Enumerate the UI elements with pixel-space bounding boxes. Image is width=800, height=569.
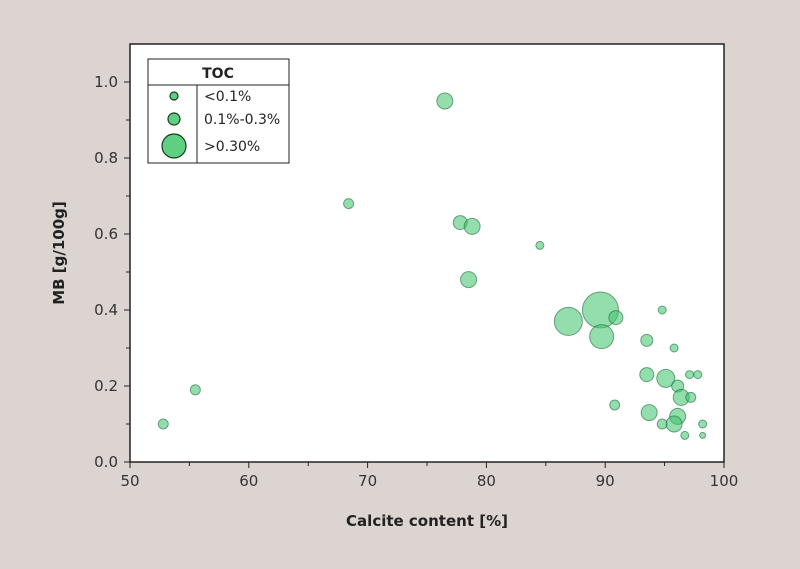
data-point (436, 92, 454, 110)
x-tick-label: 60 (239, 472, 258, 490)
data-point (535, 240, 545, 250)
x-tick-label: 80 (477, 472, 496, 490)
data-point (639, 367, 655, 383)
data-points (157, 92, 708, 440)
x-axis-label: Calcite content [%] (346, 512, 508, 530)
data-point (589, 324, 615, 350)
data-point (657, 305, 667, 315)
y-tick-label: 0.6 (94, 225, 118, 243)
data-point (463, 217, 481, 235)
legend-label: 0.1%-0.3% (204, 112, 280, 128)
data-point (608, 310, 624, 326)
y-tick-label: 1.0 (94, 73, 118, 91)
legend: TOC <0.1% 0.1%-0.3% >0.30% (147, 58, 290, 164)
legend-label: <0.1% (204, 89, 251, 105)
legend-title: TOC (202, 66, 234, 82)
data-point (669, 343, 679, 353)
y-axis-label: MB [g/100g] (50, 201, 68, 305)
data-point (460, 271, 478, 289)
data-point (609, 399, 621, 411)
y-tick-label: 0.0 (94, 453, 118, 471)
x-tick-label: 100 (710, 472, 739, 490)
data-point (680, 430, 690, 440)
data-point (685, 391, 697, 403)
x-tick-label: 70 (358, 472, 377, 490)
data-point (685, 370, 695, 380)
data-point (698, 419, 708, 429)
data-point (157, 418, 169, 430)
data-point (699, 431, 707, 439)
legend-label: >0.30% (204, 139, 260, 155)
data-point (640, 404, 658, 422)
legend-marker (169, 91, 179, 101)
y-axis: 0.0 0.2 0.4 0.6 0.8 1.0 (94, 73, 130, 471)
y-tick-label: 0.4 (94, 301, 118, 319)
data-point (693, 370, 703, 380)
y-tick-label: 0.2 (94, 377, 118, 395)
data-point (665, 415, 683, 433)
y-tick-label: 0.8 (94, 149, 118, 167)
x-tick-label: 90 (596, 472, 615, 490)
legend-marker (167, 112, 181, 126)
x-axis: 50 60 70 80 90 100 (120, 462, 738, 490)
x-tick-label: 50 (120, 472, 139, 490)
data-point (656, 368, 676, 388)
legend-marker (161, 133, 187, 159)
data-point (343, 198, 355, 210)
data-point (189, 384, 201, 396)
data-point (553, 306, 583, 336)
data-point (640, 333, 654, 347)
